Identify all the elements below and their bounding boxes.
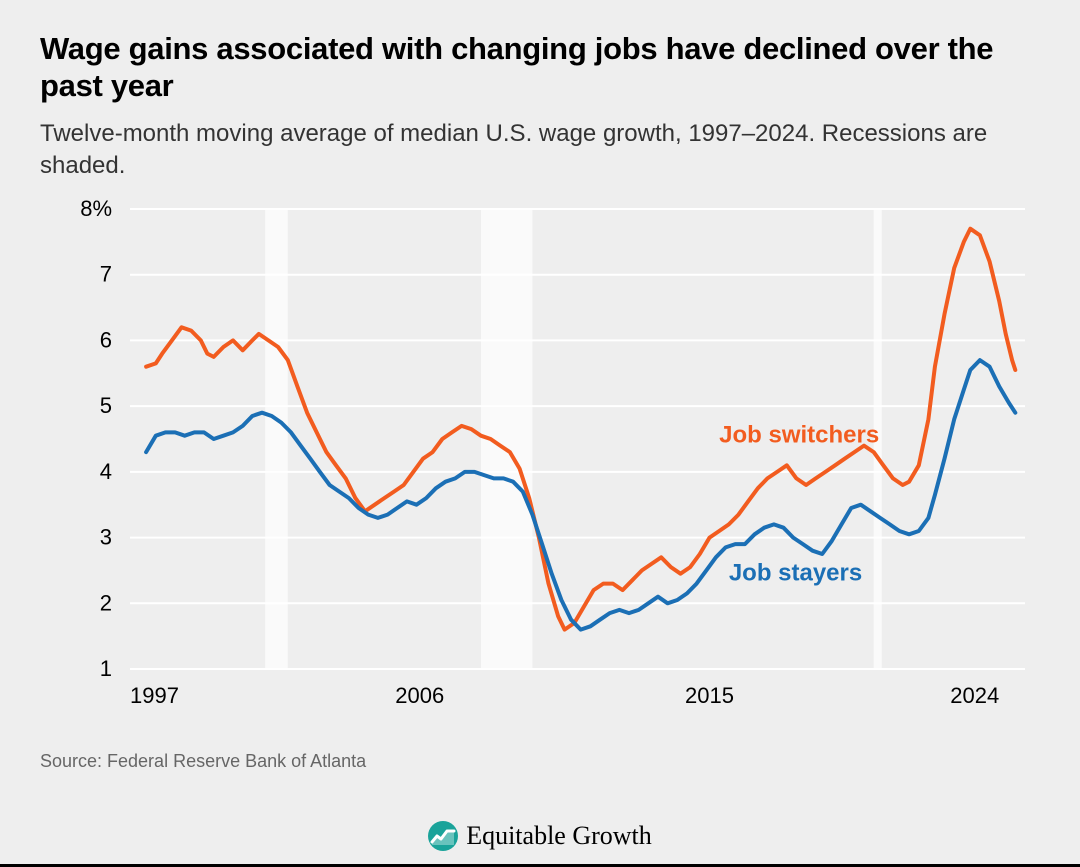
series-label: Job switchers <box>719 421 879 448</box>
x-axis-label: 2024 <box>950 683 999 708</box>
y-axis-label: 1 <box>100 656 112 681</box>
source-text: Source: Federal Reserve Bank of Atlanta <box>40 751 1040 772</box>
chart-area: 1 2 3 4 5 6 7 8% 1997 2006 2015 2024 Job switchers Jo… <box>40 199 1040 729</box>
y-axis-label: 8% <box>80 199 112 221</box>
y-axis-label: 7 <box>100 261 112 286</box>
y-axis-label: 2 <box>100 590 112 615</box>
x-axis-label: 2015 <box>685 683 734 708</box>
y-axis-label: 4 <box>100 459 112 484</box>
recession-band <box>265 209 288 669</box>
brand-name: Equitable Growth <box>466 821 652 851</box>
chart-subtitle: Twelve-month moving average of median U.… <box>40 118 1040 180</box>
y-axis-label: 6 <box>100 327 112 352</box>
y-axis-label: 3 <box>100 524 112 549</box>
chart-title: Wage gains associated with changing jobs… <box>40 30 1040 104</box>
x-axis-label: 1997 <box>130 683 179 708</box>
line-chart: 1 2 3 4 5 6 7 8% 1997 2006 2015 2024 Job switchers Jo… <box>40 199 1040 729</box>
brand-footer: Equitable Growth <box>0 821 1080 851</box>
y-axis-label: 5 <box>100 393 112 418</box>
x-axis-label: 2006 <box>395 683 444 708</box>
series-label: Job stayers <box>729 559 862 586</box>
brand-icon <box>428 821 458 851</box>
